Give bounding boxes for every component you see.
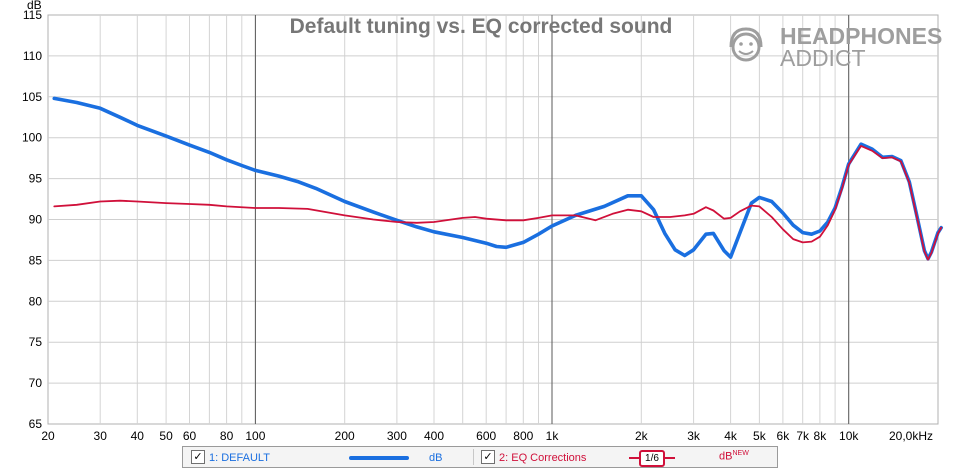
logo-text-line1: HEADPHONES — [780, 23, 942, 49]
y-tick-label: 110 — [23, 49, 42, 63]
x-tick-label: 400 — [424, 429, 444, 443]
series-1-checkbox[interactable]: ✓ — [191, 450, 205, 464]
x-tick-label: 30 — [94, 429, 108, 443]
series-line-2 — [53, 145, 943, 261]
y-tick-label: 75 — [29, 335, 43, 349]
y-tick-label: 105 — [22, 90, 42, 104]
series-2-unit: dBNEW — [719, 450, 749, 463]
x-tick-label: 50 — [159, 429, 173, 443]
x-tick-label: 100 — [245, 429, 265, 443]
y-tick-label: 85 — [29, 253, 43, 267]
x-tick-label: 600 — [476, 429, 496, 443]
x-tick-label: 10k — [839, 429, 859, 443]
headphones-addict-logo: HEADPHONES ADDICT — [729, 23, 942, 71]
y-tick-label: 90 — [29, 213, 43, 227]
y-tick-label: 70 — [29, 376, 43, 390]
x-tick-label: 20 — [41, 429, 55, 443]
y-axis-label: dB — [27, 0, 42, 12]
x-tick-label: 2k — [635, 429, 649, 443]
x-tick-label: 1k — [546, 429, 560, 443]
x-tick-label: 300 — [387, 429, 407, 443]
curves — [52, 96, 943, 261]
y-tick-label: 80 — [29, 294, 43, 308]
legend-divider — [473, 449, 474, 465]
series-2-swatch-left — [629, 457, 639, 459]
chart-title: Default tuning vs. EQ corrected sound — [290, 15, 673, 38]
y-tick-label: 95 — [29, 172, 43, 186]
y-tick-label: 65 — [29, 417, 43, 431]
series-1-label: 1: DEFAULT — [209, 452, 270, 464]
x-tick-label: 3k — [687, 429, 701, 443]
x-axis-ticks: 20 30 40 50 60 80 100 200 300 400 600 800 1k 2k 3k 4k 5k… — [41, 429, 933, 443]
series-1-swatch — [349, 456, 409, 460]
series-2-label: 2: EQ Corrections — [499, 452, 587, 464]
grid-major — [254, 15, 850, 424]
series-2-swatch-right — [665, 457, 675, 459]
x-tick-label: 800 — [513, 429, 533, 443]
x-tick-label: 6k — [777, 429, 791, 443]
series-1-unit: dB — [429, 452, 443, 464]
y-tick-label: 100 — [22, 131, 42, 145]
series-line-1 — [52, 96, 943, 261]
x-tick-label: 80 — [220, 429, 234, 443]
x-tick-label: 20,0kHz — [889, 429, 933, 443]
x-tick-label: 5k — [753, 429, 767, 443]
series-2-smoothing-button[interactable]: 1/6 — [639, 450, 665, 467]
x-tick-label: 200 — [335, 429, 355, 443]
y-axis-ticks: 65 70 75 80 85 90 95 100 105 110 115 — [22, 8, 42, 431]
y-tick-label: 115 — [23, 8, 42, 22]
legend: ✓ 1: DEFAULT dB ✓ 2: EQ Corrections 1/6 … — [182, 446, 778, 468]
x-tick-label: 7k — [796, 429, 810, 443]
x-tick-label: 4k — [724, 429, 738, 443]
x-tick-label: 40 — [131, 429, 145, 443]
x-tick-label: 60 — [183, 429, 197, 443]
series-2-checkbox[interactable]: ✓ — [481, 450, 495, 464]
logo-text-line2: ADDICT — [780, 45, 866, 71]
series-2-unit-sup: NEW — [732, 450, 749, 457]
x-tick-label: 8k — [814, 429, 828, 443]
